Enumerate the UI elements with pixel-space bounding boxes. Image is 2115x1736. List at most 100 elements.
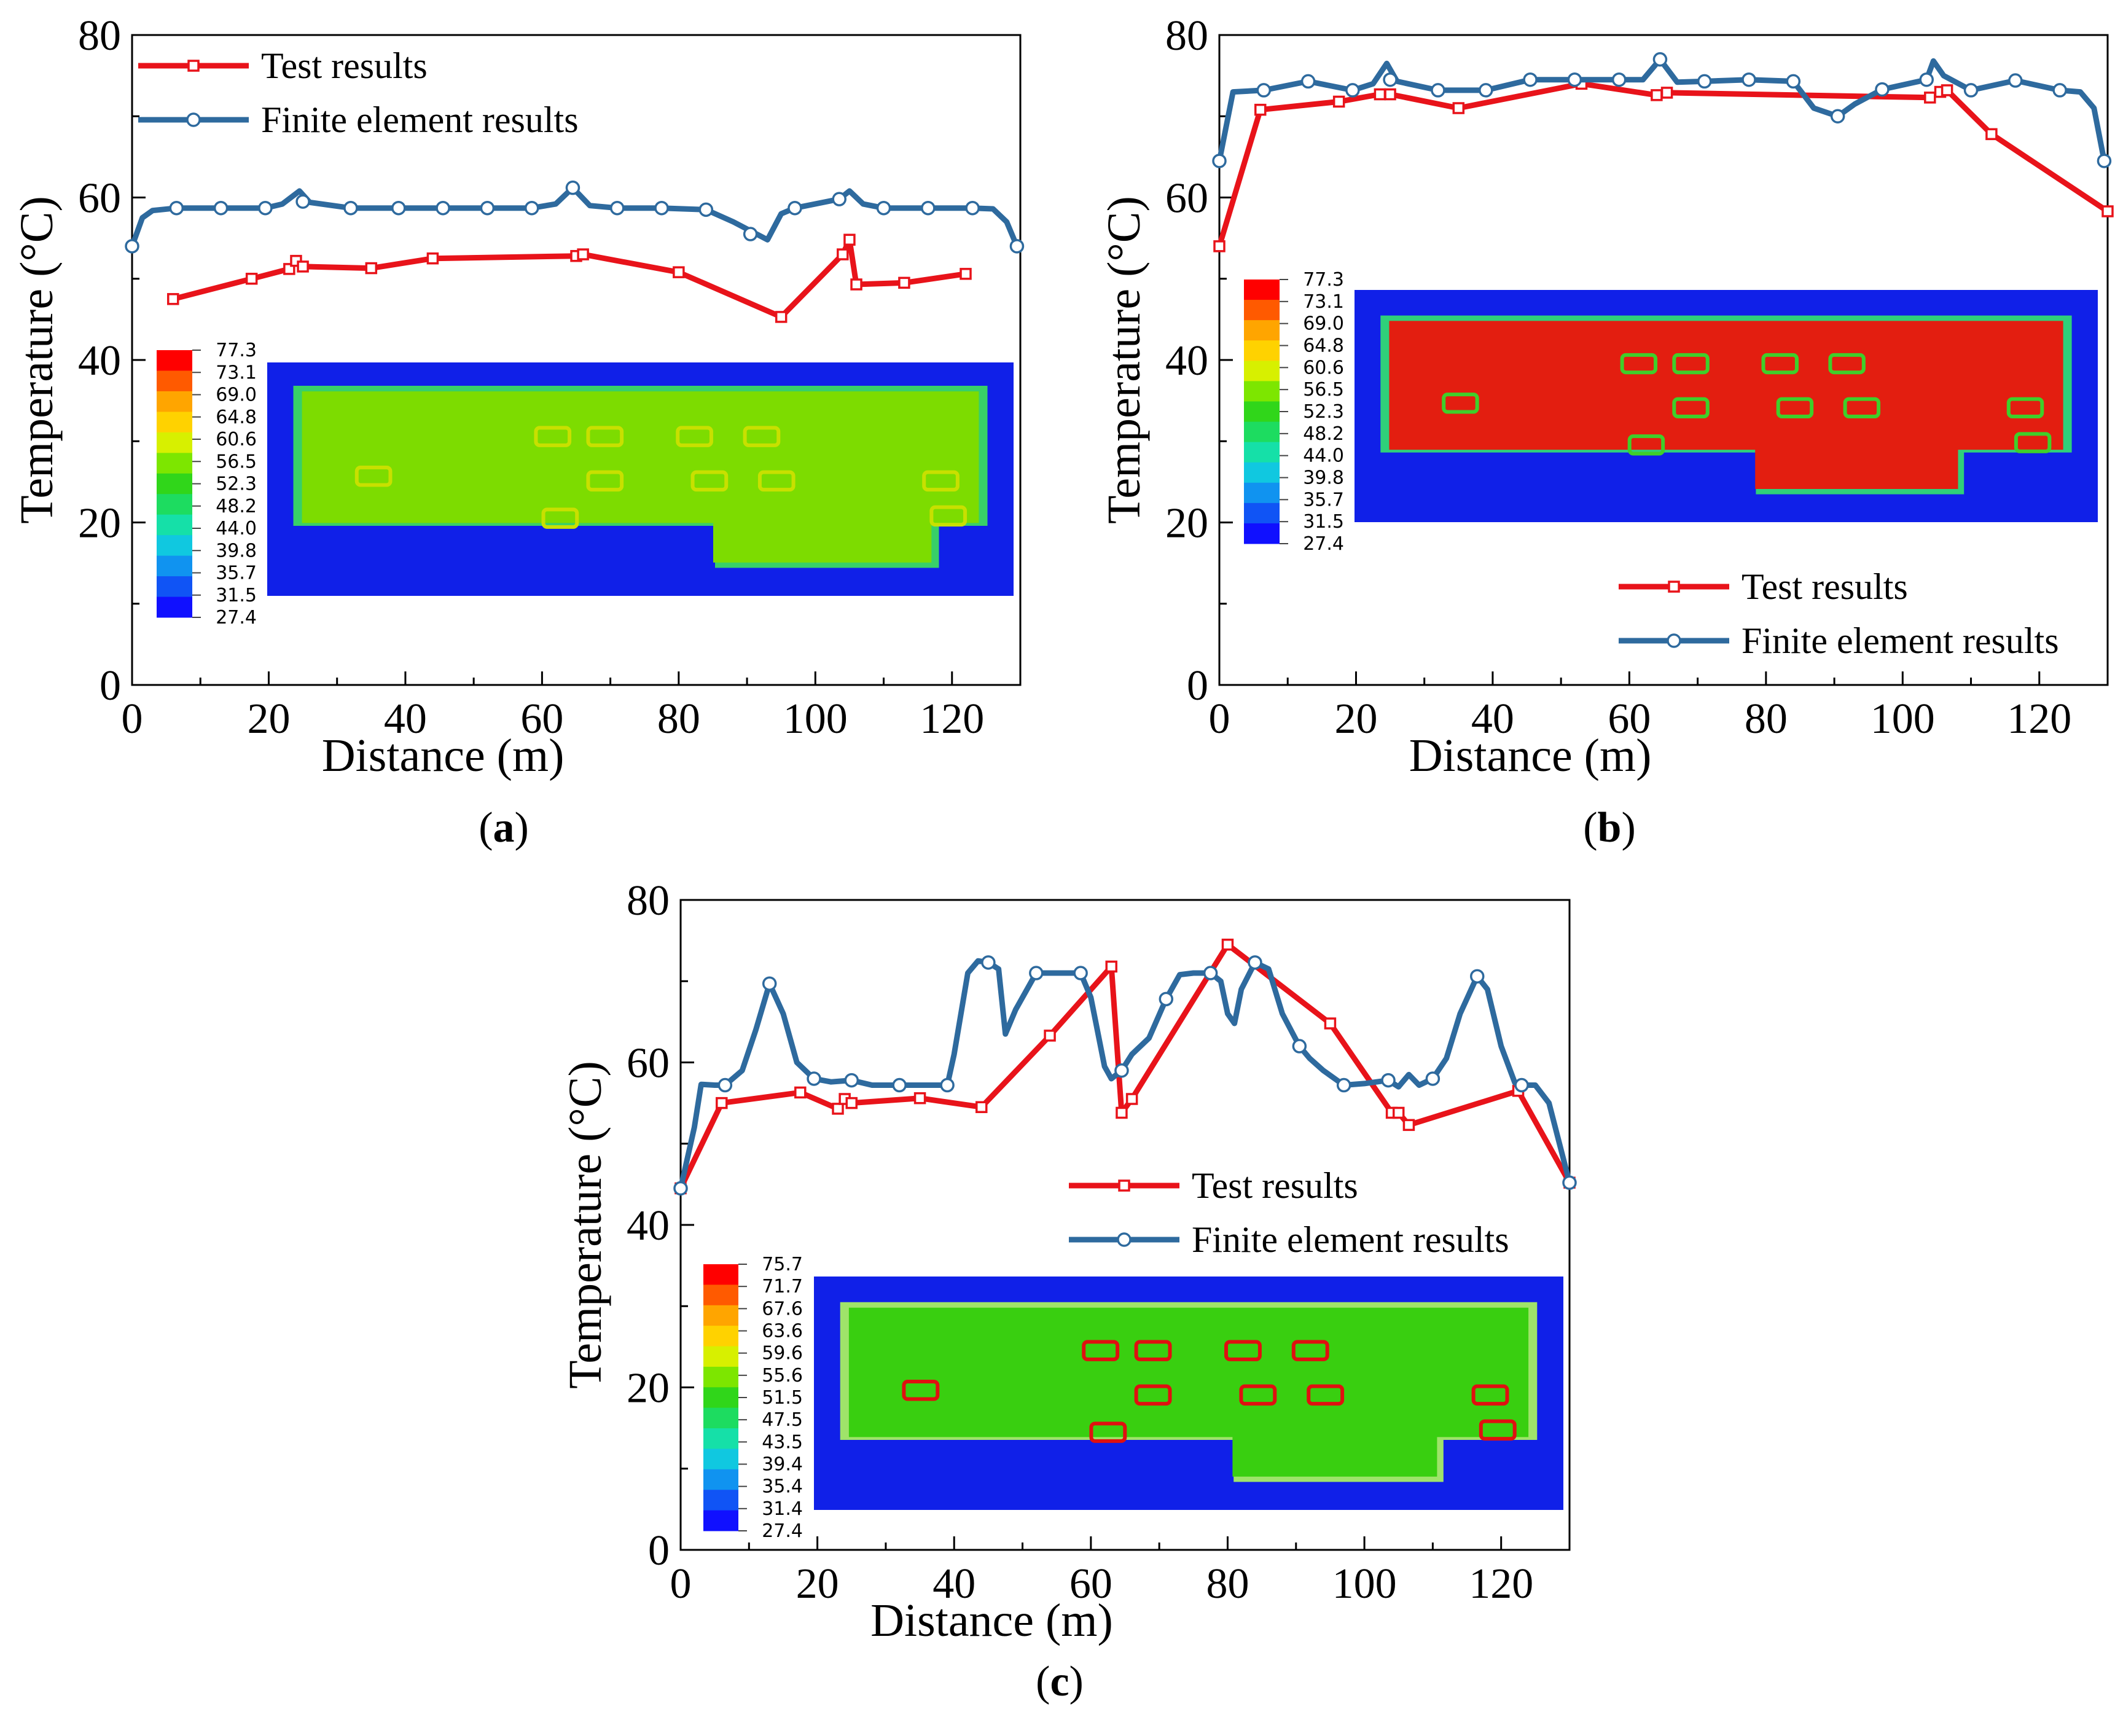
x-tick-label: 40 [384, 695, 427, 743]
colorbar-swatch [703, 1449, 738, 1470]
colorbar-swatch [1244, 462, 1280, 483]
data-point [850, 278, 862, 291]
colorbar-label: 73.1 [216, 362, 257, 383]
colorbar-swatch [157, 596, 192, 618]
legend-label: Test results [1742, 566, 1908, 607]
colorbar-label: 75.7 [762, 1254, 803, 1275]
data-point [245, 273, 258, 285]
data-point [1402, 1119, 1415, 1132]
data-point [1924, 92, 1936, 104]
x-tick-label: 20 [1334, 695, 1377, 743]
colorbar-label: 71.7 [762, 1276, 803, 1297]
colorbar-label: 77.3 [1303, 269, 1344, 291]
data-point [1116, 1106, 1128, 1119]
colorbar-swatch [157, 391, 192, 412]
colorbar-swatch [1244, 381, 1280, 402]
contour-hotspot [1239, 1384, 1277, 1406]
contour-hotspot [1442, 393, 1479, 414]
y-axis-title: Temperature (°C) [560, 1061, 611, 1389]
colorbar-label: 69.0 [216, 385, 257, 406]
colorbar-label: 39.4 [762, 1454, 803, 1476]
data-point [1221, 938, 1234, 951]
data-point [981, 955, 996, 970]
data-point [258, 200, 273, 216]
data-point [1786, 74, 1801, 89]
contour-hotspot [586, 426, 624, 447]
data-point [654, 200, 669, 216]
data-point [1479, 83, 1493, 98]
data-point [391, 200, 406, 216]
contour-hotspot [1291, 1340, 1329, 1361]
contour-hotspot [1134, 1340, 1172, 1361]
data-point [673, 266, 685, 278]
data-point [844, 1073, 859, 1088]
data-point [1203, 966, 1218, 980]
data-point [843, 233, 856, 246]
legend: Test results Finite element results [138, 45, 579, 140]
data-point [965, 200, 980, 216]
caption-close-paren: ) [515, 804, 529, 851]
y-tick-label: 40 [627, 1202, 670, 1249]
y-tick-label: 0 [648, 1527, 670, 1574]
contour-slab [848, 1307, 1529, 1477]
colorbar-swatch [703, 1305, 738, 1326]
colorbar-swatch [157, 555, 192, 577]
data-point [1292, 1039, 1307, 1054]
data-point [1213, 240, 1226, 252]
data-point [1514, 1077, 1529, 1093]
colorbar-swatch [703, 1387, 738, 1409]
colorbar-swatch [157, 412, 192, 433]
x-tick-label: 120 [2007, 695, 2071, 743]
y-tick-label: 20 [627, 1365, 670, 1412]
data-point [343, 200, 358, 216]
contour-slab [1389, 321, 2063, 489]
contour-inset: 77.373.169.064.860.656.552.348.244.039.8… [1244, 269, 2098, 555]
y-tick-label: 0 [1187, 662, 1208, 710]
contour-hotspot [1843, 397, 1881, 419]
colorbar-swatch [1244, 421, 1280, 443]
colorbar-label: 27.4 [216, 607, 257, 628]
colorbar-swatch [1244, 401, 1280, 423]
data-point [1248, 955, 1262, 970]
series-finite-element-results [673, 955, 1577, 1196]
data-point [1660, 87, 1673, 99]
colorbar-label: 27.4 [1303, 533, 1344, 555]
contour-slab [302, 391, 979, 563]
x-tick-label: 40 [932, 1560, 975, 1608]
colorbar-label: 48.2 [216, 496, 257, 517]
data-point [1963, 83, 1979, 98]
x-tick-label: 0 [670, 1560, 692, 1608]
x-tick-label: 80 [1206, 1560, 1249, 1608]
x-axis-title: Distance (m) [870, 1595, 1113, 1646]
legend-label: Finite element results [261, 100, 579, 140]
data-point [673, 1181, 688, 1196]
y-tick-label: 80 [78, 12, 121, 60]
data-point [698, 202, 714, 217]
contour-hotspot [690, 470, 729, 492]
contour-hotspot [922, 470, 960, 492]
series-test-results [674, 938, 1576, 1195]
colorbar-label: 31.5 [1303, 511, 1344, 533]
data-point [832, 1103, 844, 1115]
panel-caption: (b) [1583, 804, 1636, 851]
colorbar-swatch [703, 1428, 738, 1449]
contour-hotspot [1627, 434, 1665, 456]
data-point [1381, 1073, 1396, 1088]
colorbar-swatch [1244, 320, 1280, 341]
data-point [913, 1092, 926, 1105]
data-point [436, 200, 450, 216]
colorbar-swatch [703, 1407, 738, 1429]
data-point [426, 252, 439, 265]
x-tick-label: 100 [783, 695, 848, 743]
data-point [762, 976, 777, 991]
data-point [2101, 205, 2114, 217]
legend-marker [1668, 581, 1680, 593]
colorbar-label: 35.7 [1303, 489, 1344, 510]
contour-hotspot [354, 466, 393, 487]
colorbar-label: 31.5 [216, 585, 257, 606]
data-point [876, 200, 891, 216]
data-point [1567, 72, 1582, 87]
x-axis-title: Distance (m) [1409, 730, 1652, 781]
colorbar-swatch [703, 1366, 738, 1388]
